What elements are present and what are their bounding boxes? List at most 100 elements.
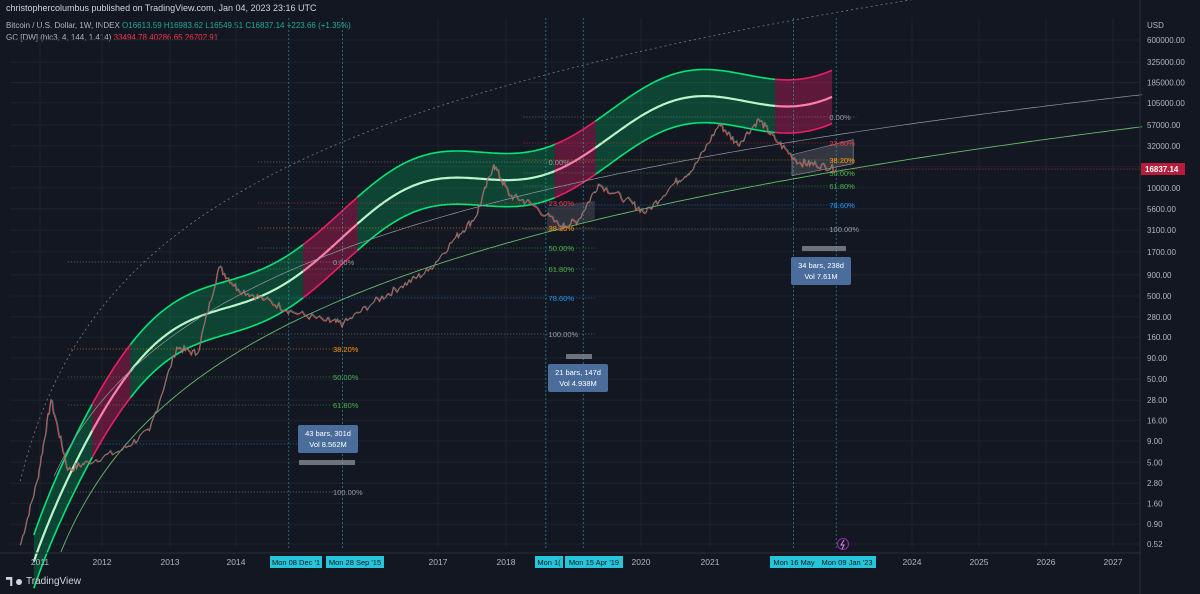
price-tick-label: 105000.00 <box>1147 99 1185 108</box>
indicator-value-2: 40286.65 <box>149 33 183 42</box>
tradingview-logo[interactable]: TradingView <box>6 576 81 587</box>
measure-range-bar <box>802 246 846 251</box>
time-marker-label: Mon 28 Sep '15 <box>329 558 381 567</box>
fib-level-label: 61.80% <box>829 182 855 191</box>
fib-level-label: 23.60% <box>549 199 575 208</box>
year-tick-label: 2021 <box>701 557 720 567</box>
fib-level-label: 38.20% <box>829 156 855 165</box>
lightning-bolt-icon <box>840 539 845 550</box>
year-tick-label: 2012 <box>93 557 112 567</box>
price-tick-label: 500.00 <box>1147 292 1172 301</box>
measure-range-bar <box>566 354 592 359</box>
band-center-line <box>594 95 776 149</box>
measure-volume-label: Vol 8.562M <box>309 440 347 449</box>
fib-level-label: 23.60% <box>829 139 855 148</box>
indicator-value-1: 33494.78 <box>113 33 147 42</box>
current-price-badge <box>1141 163 1185 176</box>
gaussian-channel <box>32 68 833 589</box>
fib-retracements: 0.00% 38.20% 50.00% 61.80% 78.60% 100.00% 0.00… <box>67 113 859 497</box>
price-tick-label: 28.00 <box>1147 396 1168 405</box>
price-tick-label: 3100.00 <box>1147 226 1176 235</box>
measure-bars-label: 43 bars, 301d <box>305 429 351 438</box>
band-center-line <box>91 370 132 432</box>
price-tick-label: 160.00 <box>1147 333 1172 342</box>
price-tick-label: 1.60 <box>1147 499 1163 508</box>
band-upper-line <box>129 244 304 346</box>
year-tick-label: 2011 <box>31 557 50 567</box>
tradingview-dot-icon <box>16 578 22 585</box>
measure-info-box <box>791 257 851 285</box>
band-lower-line <box>129 297 304 399</box>
band-center-line <box>302 222 359 273</box>
price-tick-label: 280.00 <box>1147 313 1172 322</box>
band-lower-line <box>554 173 596 199</box>
measure-range-bar <box>299 460 355 465</box>
band-lower-line <box>91 397 132 458</box>
time-marker-badge <box>326 556 384 568</box>
price-tick-label: 900.00 <box>1147 271 1172 280</box>
ohlc-low: L16549.51 <box>205 21 244 30</box>
year-tick-label: 2017 <box>429 557 448 567</box>
band-upper-line <box>33 403 93 536</box>
fib-level-label: 50.00% <box>829 169 855 178</box>
fib-level-label: 78.60% <box>549 294 575 303</box>
time-marker-label: Mon 16 May <box>773 558 815 567</box>
year-tick-label: 2013 <box>161 557 180 567</box>
band-fill-bullish <box>595 69 775 175</box>
band-upper-line <box>774 69 833 81</box>
band-fill-bullish <box>357 144 555 251</box>
regression-upper-curve <box>19 0 913 482</box>
price-tick-label: 600000.00 <box>1147 36 1185 45</box>
fib-level-label: 61.80% <box>333 401 359 410</box>
chart-grid <box>10 18 1140 548</box>
fib-level-label: 38.20% <box>333 345 359 354</box>
band-center-line <box>554 146 597 173</box>
year-tick-label: 2026 <box>1037 557 1056 567</box>
band-fill-bullish <box>33 404 93 589</box>
brand-name: TradingView <box>26 576 82 587</box>
ohlc-high: H16983.62 <box>163 21 204 30</box>
measure-bars-label: 21 bars, 147d <box>555 368 601 377</box>
measure-volume-label: Vol 7.61M <box>804 272 837 281</box>
band-fill-bearish <box>775 70 833 134</box>
time-marker-label: Mon 15 Apr '19 <box>569 558 619 567</box>
year-tick-label: 2020 <box>632 557 651 567</box>
band-lower-line <box>595 121 776 175</box>
band-upper-line <box>356 143 555 198</box>
band-upper-line <box>91 344 132 405</box>
price-tick-label: 50.00 <box>1147 375 1168 384</box>
ohlc-open: O16613.59 <box>122 21 162 30</box>
measure-bars-label: 34 bars, 238d <box>798 261 844 270</box>
price-tick-label: 185000.00 <box>1147 78 1185 87</box>
fib-level-label: 100.00% <box>333 488 363 497</box>
price-tick-label: 10000.00 <box>1147 184 1181 193</box>
fib-level-label: 0.00% <box>333 258 355 267</box>
time-marker-badge <box>535 556 563 568</box>
band-center-line <box>129 270 304 372</box>
fib-level-label: 100.00% <box>549 330 579 339</box>
current-price-label: 16837.14 <box>1145 165 1179 174</box>
price-tick-label: 32000.00 <box>1147 142 1181 151</box>
band-upper-line <box>302 196 359 246</box>
price-tick-label: 0.52 <box>1147 540 1163 549</box>
time-marker-label: Mon 08 Dec '1 <box>272 558 320 567</box>
band-upper-line <box>595 68 776 122</box>
year-tick-label: 2027 <box>1104 557 1123 567</box>
ohlc-change: +223.66 (+1.35%) <box>286 21 351 30</box>
indicator-value-3: 26702.91 <box>184 33 219 42</box>
year-tick-label: 2024 <box>903 557 922 567</box>
year-tick-label: 2018 <box>497 557 516 567</box>
time-marker-label: Mon 1( <box>537 558 561 567</box>
fib-level-label: 61.80% <box>549 265 575 274</box>
indicator-legend[interactable]: GC [DW] (hlc3, 4, 144, 1.414) 33494.78 4… <box>6 33 218 42</box>
price-tick-label: 5600.00 <box>1147 205 1176 214</box>
price-series <box>19 118 1140 546</box>
fib-level-label: 50.00% <box>333 373 359 382</box>
projection-band <box>791 139 854 177</box>
price-tick-label: 325000.00 <box>1147 58 1185 67</box>
band-center-line <box>32 430 94 562</box>
price-tick-label: 5.00 <box>1147 458 1163 467</box>
indicator-label: GC [DW] (hlc3, 4, 144, 1.414) <box>6 33 112 42</box>
